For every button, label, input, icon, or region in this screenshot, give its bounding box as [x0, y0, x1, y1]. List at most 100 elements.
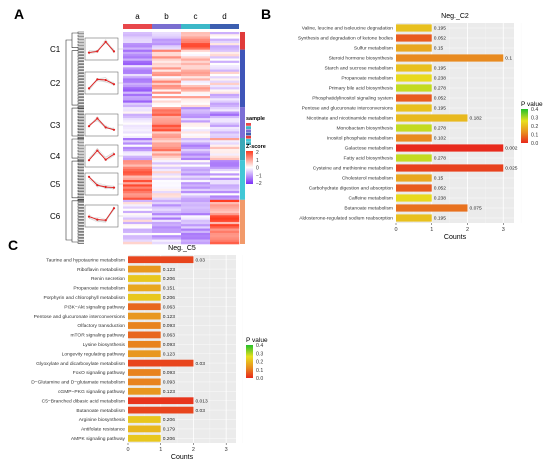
heatmap-cell — [123, 230, 153, 234]
dendrogram-branch — [77, 64, 84, 67]
heatmap-cell — [123, 43, 153, 46]
cluster-label: C3 — [50, 121, 61, 130]
heatmap-cell — [210, 80, 240, 84]
dendrogram-branch — [77, 205, 84, 208]
heatmap-cell — [123, 182, 153, 185]
cluster-gene-trace — [88, 78, 115, 88]
heatmap-cell — [181, 213, 211, 216]
neg-c5-category-label: Antifolate resistance — [81, 427, 125, 433]
heatmap-cell — [210, 164, 240, 168]
heatmap-cell — [210, 38, 240, 42]
heatmap-cell — [181, 126, 211, 130]
neg-c2-bar — [396, 104, 432, 112]
heatmap-cell — [152, 230, 182, 234]
dendrogram-branch — [77, 162, 84, 165]
neg-c5-bar — [128, 303, 161, 311]
heatmap-cell — [123, 78, 153, 81]
zscore-legend-title: Z-score — [246, 144, 266, 150]
dendrogram-branch — [77, 49, 84, 52]
neg-c5-bar — [128, 378, 161, 386]
dendrogram-branch — [77, 52, 84, 55]
heatmap-cell — [210, 87, 240, 90]
sample-legend-swatch — [246, 123, 251, 126]
heatmap-cell — [152, 129, 182, 132]
heatmap-cell — [152, 85, 182, 88]
dendrogram-branch — [77, 91, 84, 94]
neg-c2-bar-pvalue-label: 0.002 — [505, 146, 518, 152]
neg-c5-x-axis-label: Counts — [171, 454, 194, 461]
neg-c2-bar-pvalue-label: 0.195 — [434, 216, 447, 222]
heatmap-cell — [152, 113, 182, 117]
panel-b-bar-chart: Neg._C2 Valine, leucine and isoleucine de… — [298, 13, 543, 241]
heatmap-cell — [123, 166, 153, 170]
neg-c5-bar — [128, 369, 161, 376]
heatmap-cell — [181, 89, 211, 92]
heatmap-cell — [123, 155, 153, 159]
heatmap-cell — [123, 171, 153, 174]
dendrogram-root — [65, 39, 72, 241]
heatmap-cell — [181, 171, 211, 174]
dendrogram-branch — [77, 34, 84, 37]
heatmap-cell — [152, 96, 182, 99]
heatmap-cell — [152, 235, 182, 238]
dendrogram-branch — [77, 238, 84, 241]
dendrogram-branch — [77, 152, 84, 155]
heatmap-cell — [123, 144, 153, 148]
heatmap-cell — [210, 215, 240, 218]
heatmap-cell — [181, 241, 211, 245]
dendrogram-branch — [71, 32, 78, 48]
heatmap-cell — [181, 140, 211, 143]
heatmap-cell — [210, 138, 240, 141]
dendrogram-branch — [77, 103, 84, 106]
cluster-label: C1 — [50, 45, 61, 54]
neg-c2-bar-pvalue-label: 0.052 — [434, 96, 447, 102]
cluster-color-segment — [240, 49, 245, 108]
heatmap-cell — [123, 197, 153, 201]
heatmap-cell — [123, 126, 153, 130]
heatmap-cell — [152, 208, 182, 212]
heatmap-cell — [181, 78, 211, 81]
heatmap-cell — [181, 173, 211, 176]
heatmap-cell — [123, 34, 153, 37]
dendrogram-branch — [77, 76, 84, 79]
heatmap-cell — [152, 160, 182, 163]
heatmap-cell — [210, 208, 240, 212]
neg-c5-bar-pvalue-label: 0.179 — [163, 427, 176, 433]
dendrogram-branch — [77, 37, 84, 40]
neg-c2-category-label: Galactose metabolism — [345, 146, 393, 152]
neg-c2-bar — [396, 64, 432, 72]
neg-c2-category-label: Aldosterone-regulated sodium reabsorptio… — [299, 216, 393, 222]
heatmap-cell — [210, 129, 240, 132]
dendrogram-branch — [77, 118, 84, 121]
heatmap-cell — [210, 45, 240, 48]
heatmap-cell — [181, 149, 211, 152]
heatmap-cell — [123, 160, 153, 163]
heatmap-cell — [152, 38, 182, 42]
heatmap-cell — [181, 206, 211, 209]
heatmap-cell — [181, 221, 211, 225]
heatmap-cell — [210, 162, 240, 165]
neg-c5-bar-pvalue-label: 0.206 — [163, 295, 176, 301]
dendrogram-branch — [77, 171, 84, 174]
neg-c2-bar — [396, 94, 432, 102]
heatmap-cell — [123, 235, 153, 238]
heatmap-cell — [181, 102, 211, 106]
dendrogram-branch — [77, 130, 84, 133]
dendrogram-branch — [77, 192, 84, 195]
neg-c5-x-tick-label: 2 — [192, 447, 195, 453]
heatmap-cell — [181, 100, 211, 103]
neg-c2-legend-tick-label: 0.0 — [531, 141, 538, 147]
heatmap-cell — [152, 210, 182, 214]
heatmap-cell — [152, 171, 182, 174]
heatmap-cell — [210, 235, 240, 238]
neg-c2-bar-pvalue-label: 0.052 — [434, 36, 447, 42]
neg-c5-bar-pvalue-label: 0.093 — [163, 370, 176, 376]
panel-a-heatmap: A a b c d C1 C2 C3 C4 C5 C6 sample Z-score 2 1 0−1… — [14, 6, 266, 245]
heatmap-cell — [210, 67, 240, 70]
heatmap-cell — [123, 73, 153, 77]
neg-c5-bar-pvalue-label: 0.063 — [163, 304, 176, 310]
heatmap-cell — [152, 54, 182, 57]
heatmap-cell — [210, 153, 240, 156]
dendrogram-branch — [77, 168, 84, 171]
heatmap-cell — [181, 208, 211, 212]
